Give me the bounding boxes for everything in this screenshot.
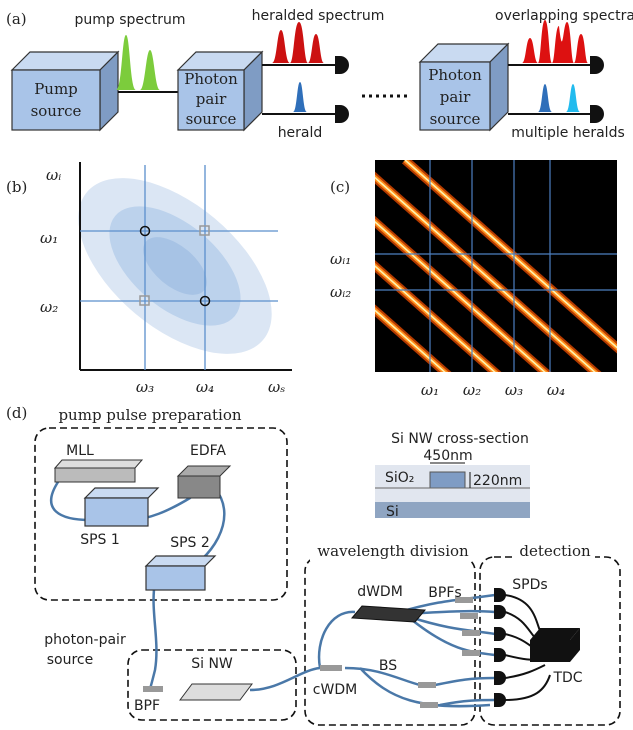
box-label: pair <box>440 88 471 106</box>
edfa <box>178 466 230 476</box>
box-label: Pump <box>34 80 78 98</box>
sps2 <box>146 556 215 566</box>
pump-pulse <box>116 35 160 90</box>
tick-label: ω₃ <box>136 378 154 396</box>
caption: dWDM <box>357 584 403 600</box>
caption: BS <box>379 658 397 674</box>
box-label: pair <box>196 90 227 108</box>
panel-label: (c) <box>330 178 350 196</box>
box-label: source <box>186 110 237 128</box>
herald-pulse <box>566 84 580 112</box>
caption: cWDM <box>313 682 357 698</box>
panel-label: (b) <box>6 178 27 196</box>
mll <box>55 468 135 482</box>
tick-label: ω₃ <box>505 381 523 399</box>
sps1 <box>85 488 158 498</box>
joint-spectrum <box>47 145 303 388</box>
tick-label: ω₂ <box>40 298 58 316</box>
group-box <box>305 557 475 725</box>
caption: photon-pair <box>44 632 126 648</box>
caption: SPDs <box>512 577 547 593</box>
caption: MLL <box>66 443 94 459</box>
tick-label: ω₁ <box>421 381 439 399</box>
box-label: source <box>31 102 82 120</box>
tick-label: ωᵢ₂ <box>330 283 351 301</box>
pump-box <box>12 70 100 130</box>
detector <box>335 56 349 123</box>
caption: multiple heralds <box>511 125 625 141</box>
caption: SPS 2 <box>170 535 210 551</box>
tick-label: ω₁ <box>40 229 58 247</box>
panel-d: (d) pump pulse preparation wavelength di… <box>6 404 620 725</box>
spds <box>494 588 580 707</box>
tick-label: ω₄ <box>547 381 565 399</box>
group-title: pump pulse preparation <box>58 406 241 424</box>
box-label: Photon <box>428 66 482 84</box>
caption: Si NW cross-section <box>391 431 529 447</box>
figure: (a) Pump source pump spectrum Photon pai… <box>0 0 633 730</box>
panel-a: (a) Pump source pump spectrum Photon pai… <box>6 8 633 141</box>
sps2 <box>146 566 205 590</box>
caption: source <box>47 652 94 668</box>
caption: overlapping spectra <box>495 8 633 24</box>
axis-label: ωᵢ <box>46 166 61 184</box>
mll <box>55 460 142 468</box>
caption: Si NW <box>191 656 233 672</box>
overlapping-pulses <box>522 20 588 63</box>
caption: BPF <box>134 698 160 714</box>
herald-pulse <box>538 84 552 112</box>
group-title: wavelength division <box>317 542 469 560</box>
tick-label: ωᵢ₁ <box>330 250 351 268</box>
caption: herald <box>278 125 323 141</box>
group-title: detection <box>519 542 591 560</box>
caption: 450nm <box>423 448 472 464</box>
panel-c: (c) ωᵢ₁ ωᵢ₂ ω₁ ω₂ ω₃ ω₄ <box>205 160 633 399</box>
caption: heralded spectrum <box>252 8 385 24</box>
heralded-pulses <box>272 22 324 63</box>
caption: SiO₂ <box>385 470 414 486</box>
caption: 220nm <box>473 473 522 489</box>
caption: pump spectrum <box>75 12 186 28</box>
box-label: source <box>430 110 481 128</box>
tick-label: ω₄ <box>196 378 214 396</box>
si-nw-chip <box>180 684 252 700</box>
caption: TDC <box>552 670 582 686</box>
panel-b: (b) ωᵢ ω₁ ω₂ ω₃ ω₄ ωₛ <box>6 145 303 396</box>
panel-label: (d) <box>6 404 27 422</box>
caption: Si <box>386 504 399 520</box>
caption: BPFs <box>428 585 461 601</box>
axis-label: ωₛ <box>268 378 285 396</box>
herald-pulse <box>293 82 307 112</box>
waveguide <box>430 472 465 488</box>
tick-label: ω₂ <box>463 381 481 399</box>
panel-label: (a) <box>6 10 27 28</box>
box-label: Photon <box>184 70 238 88</box>
sps1 <box>85 498 148 526</box>
detector <box>590 56 604 123</box>
edfa <box>178 476 220 498</box>
caption: EDFA <box>190 443 226 459</box>
caption: SPS 1 <box>80 532 120 548</box>
